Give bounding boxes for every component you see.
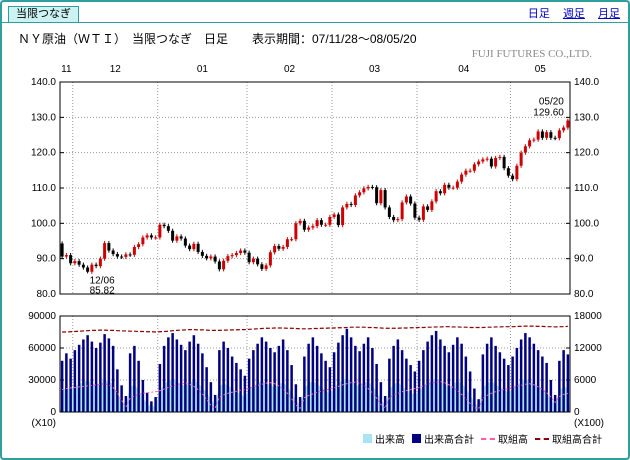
svg-text:140.0: 140.0 — [31, 77, 56, 88]
svg-text:130.0: 130.0 — [574, 112, 599, 123]
top-bar: 当限つなぎ 日足 週足 月足 — [2, 2, 628, 23]
legend-item-open-interest-total: 取組高合計 — [535, 431, 602, 446]
legend-label-volume: 出来高 — [375, 435, 405, 446]
svg-text:05/20: 05/20 — [539, 97, 564, 108]
price-volume-chart-svg: 11 12 01 02 03 04 05 140.0 140.0 130.0 130.0 120.0 1… — [28, 64, 604, 429]
link-daily[interactable]: 日足 — [527, 8, 550, 20]
open-interest-swatch-icon — [481, 437, 495, 440]
svg-text:60000: 60000 — [28, 343, 56, 354]
svg-text:90.0: 90.0 — [574, 254, 594, 265]
tab-current-contract[interactable]: 当限つなぎ — [8, 6, 79, 22]
company-credit: FUJI FUTURES CO.,LTD. — [471, 48, 592, 60]
svg-text:02: 02 — [284, 64, 296, 75]
svg-text:85.82: 85.82 — [90, 285, 115, 296]
link-monthly[interactable]: 月足 — [598, 8, 620, 20]
svg-text:(X100): (X100) — [574, 418, 604, 429]
svg-text:120.0: 120.0 — [574, 148, 599, 159]
period-links: 日足 週足 月足 — [518, 5, 620, 21]
svg-text:120.0: 120.0 — [31, 148, 56, 159]
svg-text:0: 0 — [574, 407, 580, 418]
svg-text:30000: 30000 — [28, 375, 56, 386]
svg-text:05: 05 — [535, 64, 547, 75]
svg-text:11: 11 — [61, 64, 72, 75]
svg-text:12000: 12000 — [574, 343, 602, 354]
svg-text:80.0: 80.0 — [37, 289, 57, 300]
svg-text:0: 0 — [50, 407, 56, 418]
legend: 出来高 出来高合計 取組高 取組高合計 — [2, 431, 628, 446]
svg-text:03: 03 — [369, 64, 381, 75]
svg-text:140.0: 140.0 — [574, 77, 599, 88]
legend-label-volume-total: 出来高合計 — [424, 435, 474, 446]
link-weekly[interactable]: 週足 — [562, 8, 585, 20]
legend-item-volume: 出来高 — [363, 431, 405, 446]
svg-text:01: 01 — [197, 64, 209, 75]
svg-text:12/06: 12/06 — [90, 275, 115, 286]
open-interest-total-swatch-icon — [535, 437, 549, 440]
svg-text:100.0: 100.0 — [574, 218, 599, 229]
svg-text:130.0: 130.0 — [31, 112, 56, 123]
legend-item-open-interest: 取組高 — [481, 431, 528, 446]
svg-text:12: 12 — [110, 64, 122, 75]
svg-text:6000: 6000 — [574, 375, 597, 386]
svg-text:80.0: 80.0 — [574, 289, 594, 300]
svg-text:100.0: 100.0 — [31, 218, 56, 229]
chart-title: ＮＹ原油（ＷＴＩ） 当限つなぎ 日足 表示期間：07/11/28～08/05/2… — [18, 32, 417, 46]
svg-text:110.0: 110.0 — [574, 183, 599, 194]
svg-text:90000: 90000 — [28, 311, 56, 322]
volume-swatch-icon — [363, 434, 372, 443]
legend-label-open-interest-total: 取組高合計 — [552, 435, 602, 446]
legend-label-open-interest: 取組高 — [498, 435, 528, 446]
svg-text:90.0: 90.0 — [37, 254, 57, 265]
svg-text:18000: 18000 — [574, 311, 602, 322]
svg-text:04: 04 — [458, 64, 470, 75]
svg-text:110.0: 110.0 — [32, 183, 57, 194]
legend-item-volume-total: 出来高合計 — [412, 431, 474, 446]
svg-text:(X10): (X10) — [32, 418, 56, 429]
volume-total-swatch-icon — [412, 434, 421, 443]
svg-text:129.60: 129.60 — [533, 108, 564, 119]
